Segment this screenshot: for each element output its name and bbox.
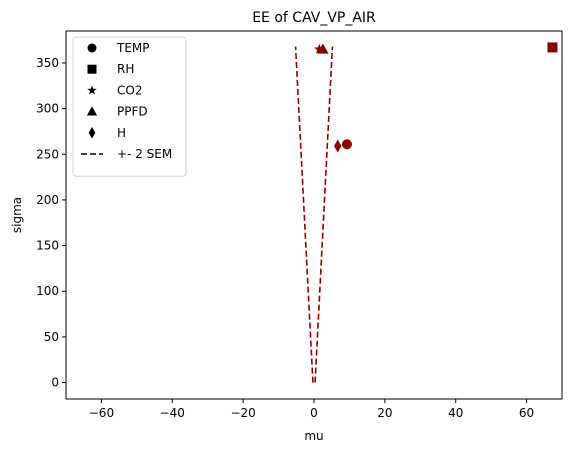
- y-tick-label: 100: [36, 284, 59, 298]
- y-tick-label: 300: [36, 102, 59, 116]
- sem-line-1: [294, 46, 314, 383]
- x-axis: −60 −40 −20 0 20 40 60: [89, 399, 534, 420]
- y-tick-label: 250: [36, 147, 59, 161]
- x-axis-label: mu: [304, 429, 323, 443]
- legend-label: RH: [117, 62, 134, 76]
- legend-label: CO2: [117, 83, 142, 97]
- x-tick-label: 20: [377, 406, 392, 420]
- legend-label: +- 2 SEM: [117, 147, 172, 161]
- y-tick-label: 350: [36, 56, 59, 70]
- legend-box: [72, 36, 187, 177]
- x-tick-label: −20: [230, 406, 255, 420]
- legend-swatch-h: [88, 126, 96, 139]
- x-tick-label: 40: [448, 406, 463, 420]
- y-tick-label: 150: [36, 239, 59, 253]
- legend: TEMP RH CO2 PPFD H +- 2 SEM: [72, 36, 187, 177]
- point-temp: [341, 139, 352, 150]
- point-ppfd: [317, 43, 329, 54]
- legend-label: PPFD: [117, 105, 148, 119]
- x-tick-label: 0: [310, 406, 318, 420]
- plot-marks: [294, 42, 558, 383]
- legend-swatch-temp: [87, 43, 97, 53]
- y-tick-label: 200: [36, 193, 59, 207]
- y-tick-label: 0: [51, 376, 59, 390]
- legend-label: H: [117, 126, 126, 140]
- x-tick-label: −60: [89, 406, 114, 420]
- x-tick-label: 60: [519, 406, 534, 420]
- point-h: [333, 139, 342, 153]
- x-tick-label: −40: [160, 406, 185, 420]
- legend-swatch-rh: [87, 64, 97, 74]
- legend-label: TEMP: [116, 41, 150, 55]
- y-axis: 0 50 100 150 200 250 300 350: [36, 56, 66, 390]
- y-tick-label: 50: [44, 330, 59, 344]
- legend-swatch-co2: [87, 85, 97, 95]
- point-rh: [547, 42, 558, 53]
- chart-title: EE of CAV_VP_AIR: [252, 10, 376, 26]
- y-axis-label: sigma: [10, 197, 24, 233]
- legend-swatch-ppfd: [86, 106, 98, 116]
- point-co2: [314, 43, 325, 54]
- sem-line-2: [314, 46, 334, 383]
